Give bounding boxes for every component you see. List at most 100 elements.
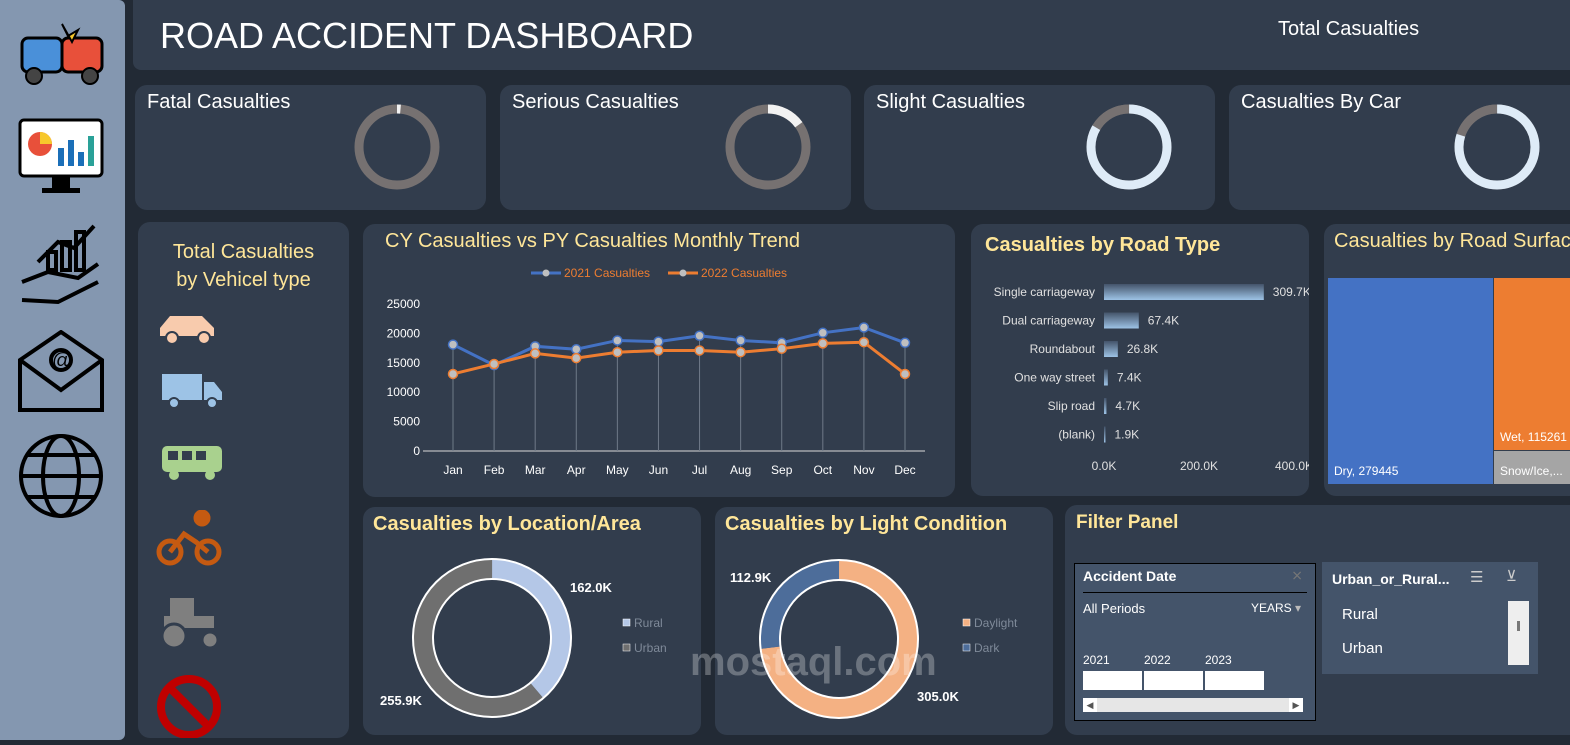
filter-panel: Filter Panel Accident Date ⨯ All Periods… [1065,505,1570,735]
timeline-level-dropdown[interactable]: YEARS ▾ [1251,601,1301,615]
light-title: Casualties by Light Condition [725,513,1008,535]
bar [1104,312,1139,329]
slice-label: 255.9K [380,693,423,708]
legend-label: Urban [634,641,667,655]
bus-icon[interactable] [160,444,224,482]
trend-card: CY Casualties vs PY Casualties Monthly T… [363,224,955,497]
y-tick-label: 20000 [387,326,421,340]
no-entry-icon [157,675,221,738]
x-tick-label: Oct [813,463,832,477]
kpi-label: Casualties By Car [1241,91,1402,113]
bar [1104,398,1107,414]
treemap-label: Snow/Ice,... [1500,464,1563,478]
bar-data-label: 7.4K [1117,371,1142,385]
car-crash-icon[interactable] [18,10,106,90]
kpi-donut [1454,104,1540,190]
header-bar: ROAD ACCIDENT DASHBOARD Total Casualties [133,0,1570,70]
data-point [571,344,582,355]
road-type-title: Casualties by Road Type [985,234,1221,256]
series-line [452,340,906,376]
x-tick-label: May [606,463,629,477]
data-point [447,368,459,380]
legend-marker [542,269,550,277]
timeline-year-label: 2022 [1144,653,1171,667]
tractor-icon[interactable] [156,594,224,650]
page-title: ROAD ACCIDENT DASHBOARD [160,15,694,56]
scroll-right-icon[interactable]: ▶ [1289,698,1303,712]
slicer-item[interactable]: Rural [1342,606,1378,623]
x-tick-label: 400.0K [1275,459,1309,473]
timeline-year-bar[interactable] [1083,671,1142,690]
road-surface-title: Casualties by Road Surface [1334,230,1570,252]
timeline-scrollbar[interactable]: ◀ ▶ [1083,698,1303,712]
location-card: Casualties by Location/Area 162.0K Rural 2… [363,507,701,735]
clear-filter-icon[interactable]: ⊻ [1506,568,1517,585]
slice-label: 162.0K [570,580,613,595]
treemap-tile: Dry, 279445 [1328,278,1493,484]
x-tick-label: Sep [771,463,793,477]
kpi-label: Fatal Casualties [147,91,291,113]
data-point [694,330,705,342]
filter-title: Filter Panel [1076,512,1179,533]
kpi-donut [1086,104,1172,190]
clear-filter-icon[interactable]: ⨯ [1291,567,1303,583]
y-tick-label: 10000 [387,385,421,399]
svg-text:@: @ [52,350,72,372]
bar-category-label: Single carriageway [994,285,1095,299]
growth-hand-icon[interactable] [18,222,102,306]
kpi-card: Serious Casualties [500,85,851,210]
dashboard-monitor-icon[interactable] [18,118,104,196]
multi-select-icon[interactable]: ☰ [1470,569,1484,586]
road-surface-treemap: Dry, 279445 Wet, 115261 Snow/Ice,... [1328,278,1570,484]
kpi-card: Casualties By Car [1229,85,1570,210]
bicycle-icon[interactable] [156,510,222,568]
y-tick-label: 25000 [387,297,421,311]
legend-swatch [622,643,631,652]
data-point [488,358,500,370]
x-tick-label: Jul [692,463,707,477]
x-tick-label: Aug [730,463,751,477]
light-chart: 305.0K Daylight 112.9K Dark [730,559,1018,719]
timeline-year-label: 2021 [1083,653,1110,667]
slicer-item[interactable]: Urban [1342,640,1383,657]
bar-data-label: 67.4K [1148,314,1179,328]
car-icon[interactable] [156,310,220,346]
data-point [653,345,664,356]
x-tick-label: Jan [443,463,462,477]
legend-marker [679,269,687,277]
legend-label: Dark [974,641,1000,655]
total-casualties-label: Total Casualties [1278,18,1420,40]
bar-data-label: 309.7K [1273,285,1309,299]
bar-category-label: One way street [1014,371,1095,385]
light-card: Casualties by Light Condition 305.0K Dayl… [715,507,1053,735]
kpi-label: Slight Casualties [876,91,1025,113]
bar [1104,426,1106,443]
data-point [735,335,746,346]
bar-data-label: 4.7K [1115,399,1140,413]
truck-icon[interactable] [160,372,224,410]
legend-label: Daylight [974,616,1018,630]
data-point [447,339,459,350]
trend-chart: 25000 20000 15000 10000 5000 0 Jan Feb Mar Apr May… [387,266,925,477]
x-tick-label: 0.0K [1092,459,1117,473]
y-tick-label: 15000 [387,356,421,370]
treemap-tile: Wet, 115261 [1494,278,1570,450]
email-icon[interactable]: @ [18,330,104,412]
treemap-tile: Snow/Ice,... [1494,451,1570,484]
timeline-year-bar[interactable] [1144,671,1203,690]
accident-date-timeline[interactable]: Accident Date ⨯ All Periods YEARS ▾ 2021… [1074,563,1316,721]
road-type-chart: Single carriageway 309.7K Dual carriageway… [994,284,1309,473]
scroll-left-icon[interactable]: ◀ [1083,698,1097,712]
globe-icon[interactable] [18,433,104,519]
bar-data-label: 1.9K [1115,428,1140,442]
x-tick-label: Dec [894,463,915,477]
timeline-year-label: 2023 [1205,653,1232,667]
bar-category-label: (blank) [1058,428,1095,442]
road-type-card: Casualties by Road Type Single carriagew… [971,224,1309,496]
timeline-year-bar[interactable] [1205,671,1264,690]
data-point [858,322,870,333]
kpi-donut-share [725,104,811,190]
slicer-scrollbar[interactable] [1508,601,1529,665]
data-point [817,338,829,349]
data-point [571,352,582,364]
